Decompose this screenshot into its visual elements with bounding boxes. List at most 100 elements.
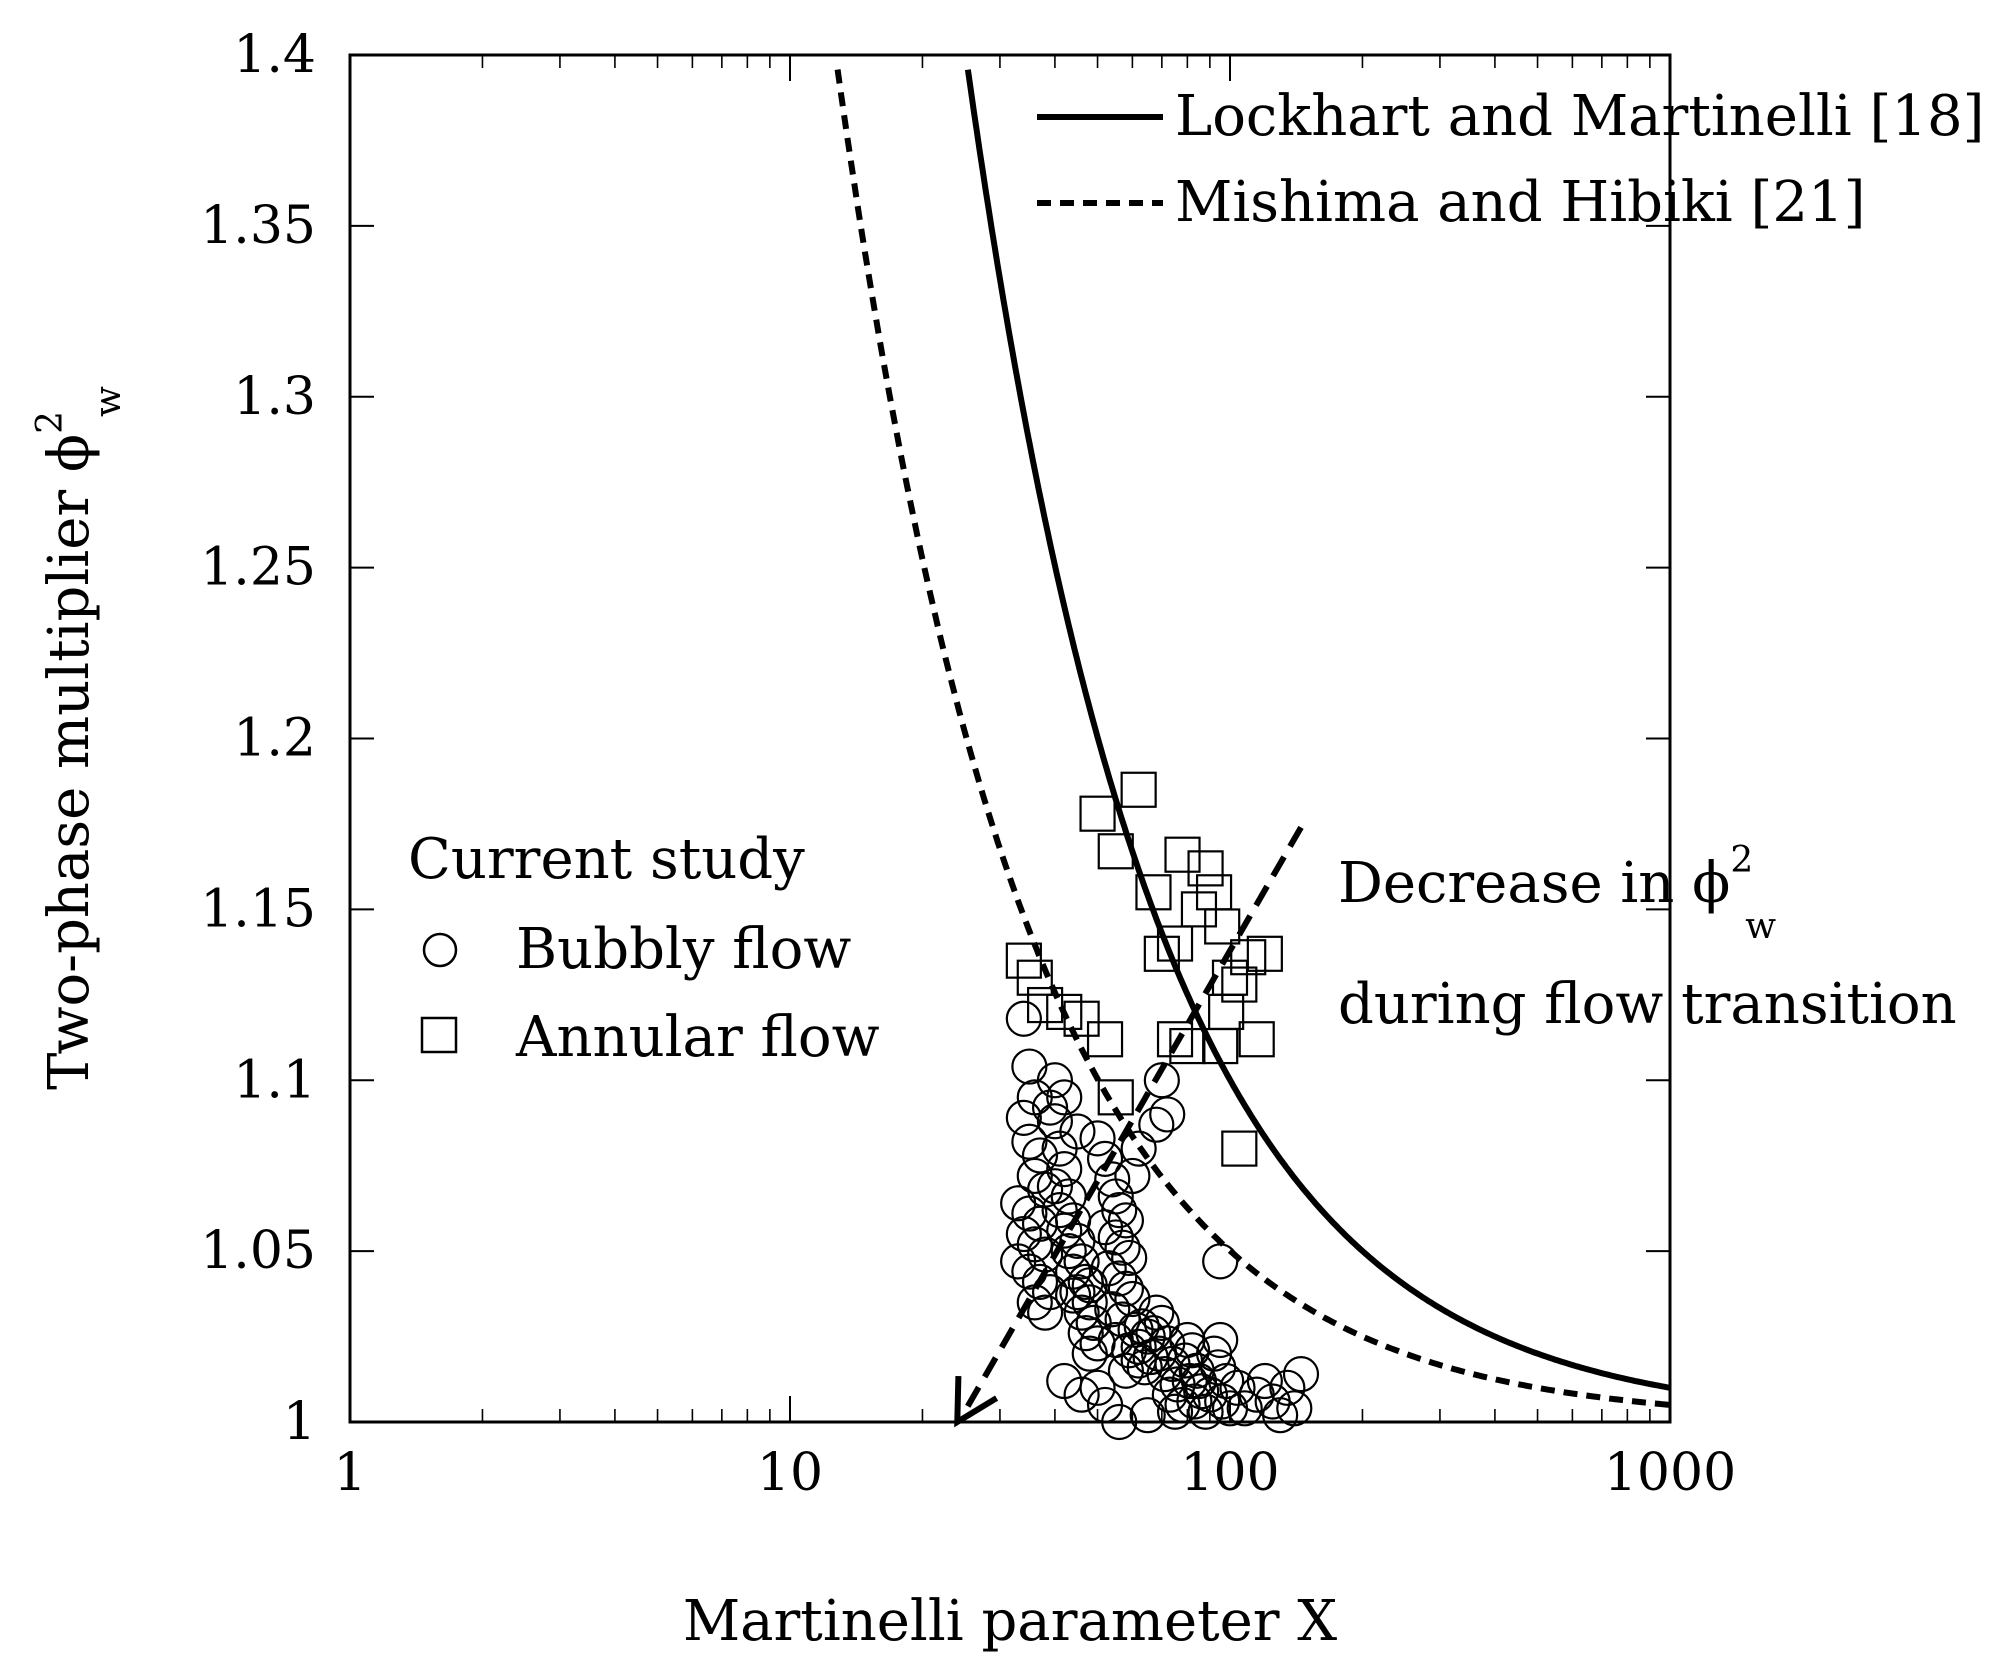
annular-flow-point (1097, 1079, 1134, 1116)
bubbly-flow-point (1143, 1304, 1180, 1341)
scatter-points (1000, 771, 1320, 1441)
annular-flow-point (1238, 1021, 1275, 1058)
legend-label-lockhart: Lockhart and Martinelli [18] (1175, 84, 1984, 149)
y-tick-label: 1.1 (233, 1050, 316, 1110)
annular-flow-point (1211, 959, 1249, 996)
bubbly-flow-point (1202, 1321, 1239, 1359)
bubbly-flow-point (1204, 1383, 1241, 1420)
bubbly-flow-point (1097, 1219, 1134, 1256)
bubbly-flow-point (1011, 1048, 1048, 1085)
annotation-sup: 2 (1730, 840, 1753, 881)
annotation-line1: Decrease in ϕ (1338, 851, 1730, 916)
annular-flow-point (1135, 874, 1172, 911)
annular-flow-point (1169, 1027, 1206, 1065)
bubbly-flow-point (1046, 1151, 1083, 1188)
annular-flow-point (1016, 959, 1053, 996)
bubbly-flow-point (1120, 1130, 1157, 1167)
bubbly-flow-point (1173, 1332, 1211, 1369)
bubbly-flow-point (1000, 1185, 1037, 1222)
bubbly-flow-point (1059, 1113, 1096, 1150)
bubbly-flow-point (1000, 1243, 1037, 1280)
annular-flow-point (1156, 925, 1194, 962)
axis-tick-labels: 1 10 100 1000 1 1.05 1.1 1.15 1.2 1.25 1.3 1.35 1.4 (200, 25, 1736, 1503)
annular-flow-point (1221, 1130, 1258, 1167)
arrow-head (954, 1375, 999, 1428)
bubbly-flow-point (1129, 1397, 1166, 1434)
bubbly-flow-point (1156, 1393, 1194, 1430)
svg-text:Decrease in ϕ2w: Decrease in ϕ2 w (1338, 840, 1776, 947)
y-tick-label: 1.15 (200, 879, 316, 939)
bubbly-flow-point (1107, 1202, 1145, 1239)
annular-flow-point (1063, 1000, 1100, 1037)
svg-text:Two-phase multiplier ϕ2w: Two-phase multiplier ϕ2w (30, 386, 129, 1090)
bubbly-flow-point (1005, 1099, 1042, 1136)
bubbly-flow-point (1114, 1280, 1151, 1318)
y-tick-label: 1 (283, 1392, 316, 1452)
legend-label-mishima: Mishima and Hibiki [21] (1175, 170, 1865, 235)
curve-legend: Lockhart and Martinelli [18] Mishima and… (1037, 84, 1984, 235)
bubbly-flow-point (1276, 1390, 1313, 1427)
transition-annotation: Decrease in ϕ2 w during flow transition (1338, 840, 1957, 1037)
bubbly-flow-point (1031, 1089, 1069, 1126)
annular-flow-point (1202, 1027, 1239, 1065)
x-tick-label: 1 (333, 1443, 366, 1503)
scatter-legend: Current study Bubbly flow Annular flow (408, 827, 880, 1070)
legend-marker-circle (422, 932, 458, 968)
annular-flow-point (1208, 993, 1245, 1031)
y-axis-title-sup: 2 (30, 411, 71, 434)
bubbly-flow-point (1094, 1291, 1131, 1328)
bubbly-flow-point (1114, 1157, 1151, 1195)
annular-flow-point (1164, 836, 1201, 873)
axis-ticks (349, 54, 1671, 1423)
bubbly-flow-point (1208, 1362, 1245, 1400)
bubbly-flow-point (1094, 1161, 1131, 1198)
y-axis-title: Two-phase multiplier ϕ2w (30, 386, 129, 1090)
bubbly-flow-point (1219, 1369, 1256, 1406)
arrow-shaft (960, 825, 1304, 1416)
y-tick-label: 1.35 (200, 196, 316, 256)
scatter-legend-title: Current study (408, 827, 805, 892)
bubbly-flow-point (1027, 1294, 1064, 1331)
annular-flow-point (1027, 986, 1064, 1024)
bubbly-flow-point (1269, 1369, 1306, 1406)
annular-flow-point (1086, 1021, 1124, 1058)
bubbly-flow-point (1050, 1233, 1087, 1270)
annular-flow-point (1097, 833, 1134, 870)
bubbly-flow-point (1282, 1356, 1320, 1393)
y-axis-title-main: Two-phase multiplier ϕ (37, 434, 102, 1090)
bubbly-flow-point (1046, 1362, 1083, 1400)
bubbly-flow-point (1138, 1106, 1175, 1143)
bubbly-flow-point (1079, 1120, 1116, 1157)
x-tick-label: 1000 (1604, 1443, 1736, 1503)
bubbly-flow-point (1104, 1229, 1141, 1266)
legend-marker-square (420, 1016, 458, 1054)
bubbly-flow-point (1180, 1362, 1218, 1400)
bubbly-flow-point (1016, 1157, 1053, 1195)
legend-label-annular: Annular flow (515, 1005, 880, 1070)
transition-arrow (954, 825, 1304, 1428)
mishima-hibiki-curve (834, 69, 1671, 1408)
annular-flow-point (1079, 795, 1116, 832)
annular-flow-point (1187, 850, 1224, 887)
bubbly-flow-point (1120, 1328, 1157, 1365)
annotation-line2: during flow transition (1338, 972, 1957, 1037)
annular-flow-point (1221, 966, 1258, 1003)
bubbly-flow-point (1046, 1079, 1083, 1116)
bubbly-flow-point (1101, 1260, 1138, 1297)
bubbly-flow-point (1036, 1168, 1074, 1205)
annular-flow-point (1156, 1021, 1194, 1058)
bubbly-flow-point (1041, 1192, 1078, 1229)
bubbly-flow-point (1086, 1140, 1124, 1177)
bubbly-flow-point (1036, 1062, 1074, 1099)
legend-label-bubbly: Bubbly flow (516, 917, 851, 982)
bubbly-flow-point (1055, 1277, 1092, 1314)
bubbly-flow-point (1126, 1349, 1163, 1386)
bubbly-flow-point (1146, 1356, 1183, 1393)
bubbly-flow-point (1021, 1263, 1059, 1300)
y-axis-title-sub: w (88, 386, 129, 417)
bubbly-flow-point (1005, 1000, 1042, 1037)
bubbly-flow-point (1011, 1195, 1048, 1232)
bubbly-flow-point (1111, 1239, 1148, 1277)
x-axis-title: Martinelli parameter X (683, 1589, 1337, 1654)
